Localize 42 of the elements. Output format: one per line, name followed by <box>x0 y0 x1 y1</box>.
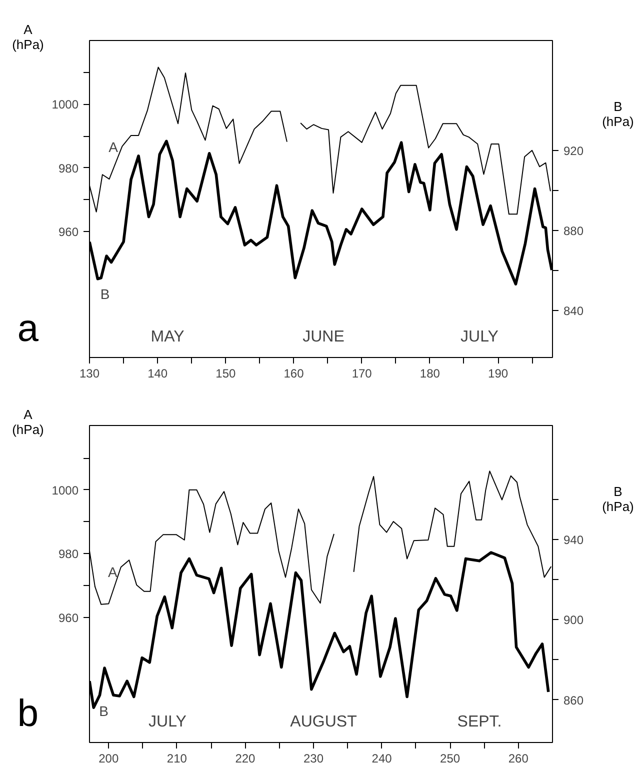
y2-axis-title: B (hPa) <box>602 484 634 515</box>
y-axis-title: A (hPa) <box>12 22 44 53</box>
x-tick-label: 190 <box>488 366 508 380</box>
annotation: JULY <box>148 714 187 730</box>
y-tick-label: 980 <box>58 161 79 176</box>
y-tick-label: 980 <box>58 547 79 562</box>
x-tick-label: 240 <box>372 752 392 766</box>
y2-tick-label: 940 <box>564 532 584 547</box>
y-tick-label: 960 <box>58 225 79 240</box>
annotation: JUNE <box>302 328 344 346</box>
x-tick-label: 260 <box>508 752 529 766</box>
annotation: SEPT. <box>457 714 502 730</box>
x-tick-label: 140 <box>148 366 168 380</box>
text: a <box>17 308 39 352</box>
series-label: A <box>108 139 119 156</box>
series-label: B <box>100 286 110 302</box>
x-tick-label: 220 <box>235 752 256 766</box>
y2-tick-label: 920 <box>564 144 584 158</box>
x-tick-label: 210 <box>166 752 188 766</box>
annotation: AUGUST <box>290 714 358 730</box>
y-tick-label: 1000 <box>52 98 79 112</box>
x-tick-label: 150 <box>216 366 236 380</box>
y2-axis-title: B (hPa) <box>602 99 634 130</box>
x-tick-label: 180 <box>420 366 440 380</box>
x-tick-label: 250 <box>440 752 460 766</box>
text: b <box>17 693 39 737</box>
x-tick-label: 170 <box>352 366 372 380</box>
x-tick-label: 130 <box>79 366 100 380</box>
y-tick-label: 960 <box>58 610 79 625</box>
y-tick-label: 1000 <box>52 483 79 498</box>
y-axis-title: A (hPa) <box>12 407 44 438</box>
y2-tick-label: 860 <box>564 693 584 708</box>
y2-tick-label: 900 <box>564 613 584 628</box>
y2-tick-label: 880 <box>564 224 584 238</box>
y2-tick-label: 840 <box>564 304 584 318</box>
annotation: MAY <box>150 328 185 346</box>
x-tick-label: 230 <box>303 752 324 766</box>
series-label: B <box>99 703 108 720</box>
annotation: JULY <box>460 328 499 346</box>
series-label: A <box>108 564 118 580</box>
x-tick-label: 160 <box>284 366 304 380</box>
x-tick-label: 200 <box>98 752 119 766</box>
